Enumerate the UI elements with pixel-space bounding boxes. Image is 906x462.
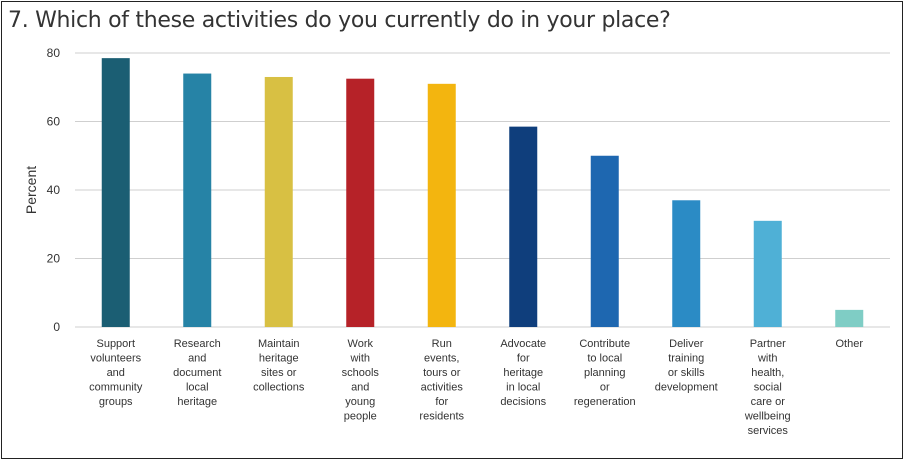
category-label-line: with — [757, 353, 778, 365]
category-label-line: events, — [424, 353, 459, 365]
category-label-line: activities — [421, 382, 464, 394]
bar — [427, 83, 456, 327]
category-label-line: for — [517, 353, 530, 365]
bar — [264, 76, 293, 327]
category-label-line: or — [600, 382, 610, 394]
category-label-line: Research — [174, 338, 221, 350]
y-tick-label: 60 — [47, 115, 61, 129]
category-label-line: with — [349, 353, 370, 365]
chart-title: 7. Which of these activities do you curr… — [8, 8, 671, 33]
category-label-line: sites or — [261, 367, 297, 379]
bars — [101, 58, 864, 327]
category-label-line: wellbeing — [744, 411, 791, 423]
category-label-line: or skills — [668, 367, 705, 379]
bar — [101, 58, 130, 327]
category-label: Support volunteers and community groups — [89, 338, 143, 408]
bar — [672, 200, 701, 327]
category-label-line: volunteers — [90, 353, 141, 365]
category-label: Maintain heritage sites or collections — [253, 338, 305, 394]
y-tick-label: 40 — [47, 183, 61, 197]
y-tick-label: 80 — [47, 46, 61, 60]
y-tick-label: 0 — [53, 320, 60, 334]
bar — [835, 309, 864, 327]
category-label-line: services — [748, 425, 789, 437]
category-label-line: health, — [751, 367, 784, 379]
category-label: Deliver training or skills development — [655, 338, 718, 394]
category-label-line: and — [351, 382, 369, 394]
category-label-line: young — [345, 396, 375, 408]
category-label: Research and document local heritage — [173, 338, 221, 408]
category-label-line: and — [107, 367, 125, 379]
category-label-line: community — [89, 382, 143, 394]
y-axis-label: Percent — [23, 166, 39, 214]
category-label-line: decisions — [500, 396, 546, 408]
category-label-line: Maintain — [258, 338, 300, 350]
category-label-line: document — [173, 367, 221, 379]
category-label-line: Work — [348, 338, 374, 350]
category-label-line: care or — [751, 396, 786, 408]
category-label-line: Run — [432, 338, 452, 350]
category-label-line: residents — [419, 411, 464, 423]
x-axis-category-labels: Support volunteers and community groups Resea… — [89, 338, 863, 437]
category-label-line: regeneration — [574, 396, 636, 408]
category-label-line: local — [186, 382, 209, 394]
category-label-line: collections — [253, 382, 305, 394]
bar — [590, 155, 619, 327]
bar — [753, 220, 782, 327]
category-label-line: Deliver — [669, 338, 704, 350]
category-label: Work with schools and young people — [342, 338, 380, 423]
bar — [183, 73, 212, 327]
category-label: Partner with health, social care or wellbeing… — [744, 338, 791, 437]
bar — [509, 126, 538, 327]
category-label-line: heritage — [503, 367, 543, 379]
category-label-line: for — [435, 396, 448, 408]
category-label-line: heritage — [177, 396, 217, 408]
category-label-line: people — [344, 411, 377, 423]
category-label-line: Support — [96, 338, 135, 350]
category-label-line: planning — [584, 367, 626, 379]
category-label: Other — [835, 338, 863, 350]
category-label: Contribute to local planning or regeneration — [574, 338, 636, 408]
category-label-line: Other — [835, 338, 863, 350]
category-label-line: and — [188, 353, 206, 365]
category-label-line: in local — [506, 382, 540, 394]
category-label-line: groups — [99, 396, 133, 408]
category-label-line: Partner — [750, 338, 786, 350]
category-label-line: social — [754, 382, 782, 394]
category-label-line: heritage — [259, 353, 299, 365]
category-label-line: development — [655, 382, 718, 394]
bar — [346, 78, 375, 327]
y-tick-label: 20 — [47, 252, 61, 266]
category-label-line: schools — [342, 367, 380, 379]
category-label: Advocate for heritage in local decisions — [500, 338, 546, 408]
category-label-line: tours or — [423, 367, 461, 379]
category-label-line: training — [668, 353, 704, 365]
y-axis-ticks: 0 20 40 60 80 — [47, 46, 61, 334]
category-label-line: Advocate — [500, 338, 546, 350]
category-label-line: Contribute — [579, 338, 630, 350]
category-label-line: to local — [587, 353, 622, 365]
category-label: Run events, tours or activities for residents — [419, 338, 464, 423]
